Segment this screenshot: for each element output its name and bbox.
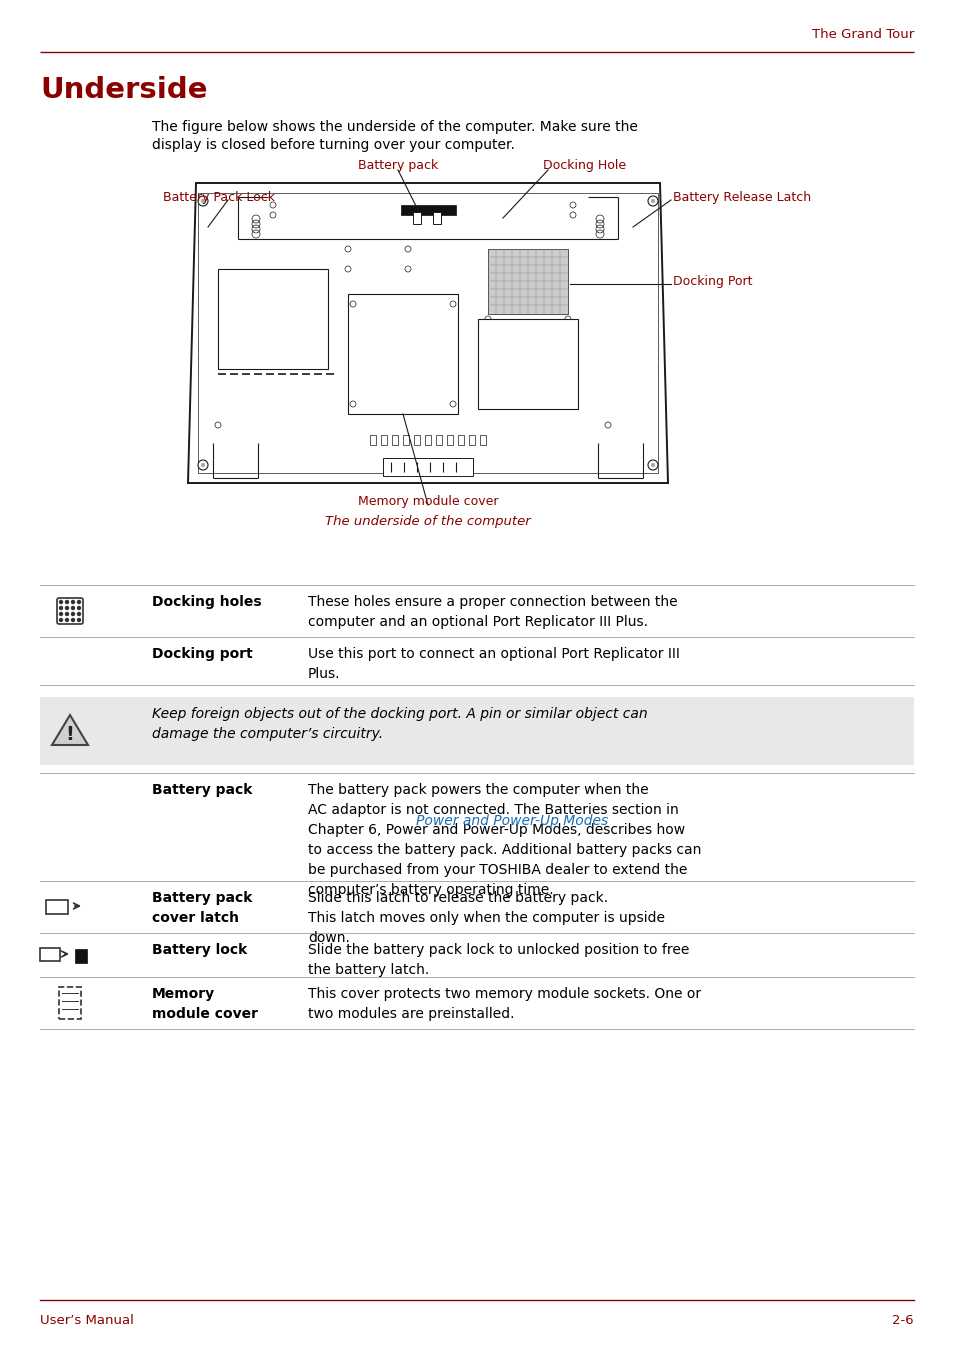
Text: Battery Pack Lock: Battery Pack Lock (163, 190, 274, 204)
Circle shape (71, 619, 74, 621)
Text: These holes ensure a proper connection between the
computer and an optional Port: These holes ensure a proper connection b… (308, 594, 677, 630)
Bar (348, 295, 457, 413)
Bar (433, 212, 440, 224)
Circle shape (647, 459, 658, 470)
Text: The underside of the computer: The underside of the computer (325, 515, 530, 527)
Text: Battery lock: Battery lock (152, 943, 247, 957)
Circle shape (564, 331, 571, 336)
Text: This cover protects two memory module sockets. One or
two modules are preinstall: This cover protects two memory module so… (308, 988, 700, 1021)
Text: Keep foreign objects out of the docking port. A pin or similar object can
damage: Keep foreign objects out of the docking … (152, 707, 647, 742)
Circle shape (66, 607, 69, 609)
Circle shape (350, 301, 355, 307)
Text: Docking holes: Docking holes (152, 594, 261, 609)
Circle shape (564, 316, 571, 322)
Circle shape (450, 401, 456, 407)
Text: Battery pack
cover latch: Battery pack cover latch (152, 892, 253, 925)
Circle shape (66, 619, 69, 621)
Circle shape (569, 203, 576, 208)
Bar (488, 249, 567, 313)
Text: Battery pack: Battery pack (357, 158, 437, 172)
Polygon shape (52, 715, 88, 744)
Bar (40, 697, 913, 765)
Circle shape (201, 199, 205, 203)
Circle shape (201, 463, 205, 467)
Circle shape (650, 199, 655, 203)
Text: Use this port to connect an optional Port Replicator III
Plus.: Use this port to connect an optional Por… (308, 647, 679, 681)
Bar (59, 988, 81, 1019)
Circle shape (345, 246, 351, 253)
Circle shape (569, 212, 576, 218)
Circle shape (270, 212, 275, 218)
Circle shape (77, 619, 80, 621)
Bar (380, 435, 387, 444)
Bar (424, 435, 431, 444)
Bar (40, 948, 60, 961)
Text: The battery pack powers the computer when the
AC adaptor is not connected. The B: The battery pack powers the computer whe… (308, 784, 700, 897)
Text: display is closed before turning over your computer.: display is closed before turning over yo… (152, 138, 515, 153)
Circle shape (59, 612, 63, 616)
Circle shape (405, 246, 411, 253)
Bar (436, 435, 441, 444)
Bar (402, 435, 409, 444)
Text: User’s Manual: User’s Manual (40, 1313, 133, 1327)
Text: Docking Port: Docking Port (672, 274, 752, 288)
Text: The Grand Tour: The Grand Tour (811, 27, 913, 41)
Circle shape (71, 612, 74, 616)
Bar (457, 435, 463, 444)
Bar (198, 193, 658, 473)
Text: !: ! (66, 724, 74, 743)
Text: Memory
module cover: Memory module cover (152, 988, 257, 1021)
Circle shape (59, 600, 63, 604)
Circle shape (484, 316, 491, 322)
Text: Battery pack: Battery pack (152, 784, 253, 797)
Bar (370, 435, 375, 444)
Text: Underside: Underside (40, 76, 208, 104)
Bar (382, 458, 473, 476)
Bar (413, 212, 420, 224)
Bar (218, 269, 328, 369)
Circle shape (647, 196, 658, 205)
Circle shape (345, 266, 351, 272)
Circle shape (66, 600, 69, 604)
Circle shape (66, 612, 69, 616)
Circle shape (77, 607, 80, 609)
Circle shape (604, 422, 610, 428)
Circle shape (59, 619, 63, 621)
Bar (477, 319, 578, 409)
Bar (46, 900, 68, 915)
Text: Docking port: Docking port (152, 647, 253, 661)
Bar (447, 435, 453, 444)
Circle shape (71, 600, 74, 604)
Text: Slide this latch to release the battery pack.
This latch moves only when the com: Slide this latch to release the battery … (308, 892, 664, 946)
Circle shape (59, 607, 63, 609)
Circle shape (71, 607, 74, 609)
Text: Docking Hole: Docking Hole (542, 158, 625, 172)
Text: 2-6: 2-6 (891, 1313, 913, 1327)
Circle shape (484, 331, 491, 336)
Text: Power and Power-Up Modes: Power and Power-Up Modes (416, 815, 608, 828)
Text: Memory module cover: Memory module cover (357, 494, 497, 508)
Bar (469, 435, 475, 444)
Bar (75, 948, 87, 963)
Circle shape (77, 612, 80, 616)
Circle shape (214, 422, 221, 428)
Circle shape (350, 401, 355, 407)
Bar (479, 435, 485, 444)
Bar (414, 435, 419, 444)
Text: The figure below shows the underside of the computer. Make sure the: The figure below shows the underside of … (152, 120, 638, 134)
Circle shape (650, 463, 655, 467)
Text: Battery Release Latch: Battery Release Latch (672, 190, 810, 204)
Circle shape (270, 203, 275, 208)
Circle shape (405, 266, 411, 272)
Circle shape (198, 459, 208, 470)
Circle shape (198, 196, 208, 205)
Text: Slide the battery pack lock to unlocked position to free
the battery latch.: Slide the battery pack lock to unlocked … (308, 943, 689, 977)
Bar (392, 435, 397, 444)
Circle shape (77, 600, 80, 604)
Bar (400, 205, 456, 215)
Circle shape (450, 301, 456, 307)
FancyBboxPatch shape (57, 598, 83, 624)
Polygon shape (188, 182, 667, 484)
